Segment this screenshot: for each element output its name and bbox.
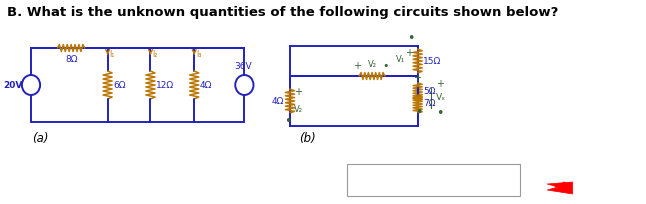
- Text: V₂: V₂: [368, 60, 377, 69]
- Text: Vₓ: Vₓ: [436, 93, 446, 102]
- Text: V₂: V₂: [294, 105, 302, 114]
- Text: •: •: [382, 61, 389, 71]
- Text: 7Ω: 7Ω: [423, 100, 435, 109]
- Text: 5Ω: 5Ω: [423, 88, 435, 96]
- Text: 4Ω: 4Ω: [272, 96, 284, 105]
- Text: +: +: [294, 87, 302, 97]
- Text: +: +: [436, 79, 444, 89]
- Text: I₃: I₃: [196, 50, 202, 59]
- Text: 12Ω: 12Ω: [156, 81, 174, 90]
- Text: •: •: [407, 32, 414, 45]
- Text: •: •: [436, 106, 443, 120]
- Text: +: +: [353, 61, 362, 71]
- Polygon shape: [547, 182, 572, 194]
- Text: 6Ω: 6Ω: [113, 81, 125, 90]
- Text: 15Ω: 15Ω: [423, 57, 441, 65]
- FancyBboxPatch shape: [346, 164, 520, 196]
- Text: +: +: [406, 48, 413, 58]
- Text: V₁: V₁: [396, 55, 405, 64]
- Text: •: •: [284, 115, 292, 128]
- Text: 4Ω: 4Ω: [200, 81, 212, 90]
- Text: •: •: [415, 106, 422, 119]
- Text: B. What is the unknown quantities of the following circuits shown below?: B. What is the unknown quantities of the…: [7, 6, 559, 19]
- Text: 8Ω: 8Ω: [65, 55, 78, 64]
- Text: I₁: I₁: [109, 50, 115, 59]
- Text: I₂: I₂: [152, 50, 158, 59]
- Text: (a): (a): [32, 132, 48, 145]
- Text: 20V: 20V: [3, 81, 23, 90]
- Text: (b): (b): [299, 132, 316, 145]
- Text: 36V: 36V: [234, 62, 253, 71]
- Text: +: +: [413, 73, 421, 83]
